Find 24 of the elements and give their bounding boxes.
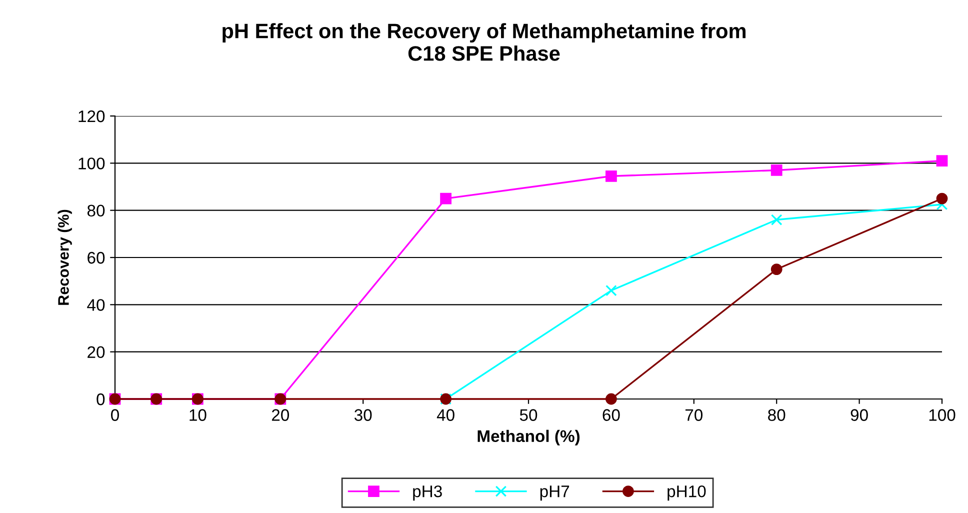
legend-label: pH10 xyxy=(668,485,706,501)
y-tick-label: 120 xyxy=(78,110,105,122)
x-tick-label: 20 xyxy=(272,409,290,421)
y-tick-label: 0 xyxy=(96,393,105,406)
y-axis-title: Recovery (%) xyxy=(58,210,72,305)
y-tick-label: 100 xyxy=(78,158,105,170)
x-tick-label: 50 xyxy=(520,409,538,421)
x-tick-label: 100 xyxy=(929,409,956,421)
x-tick-label: 10 xyxy=(190,409,206,421)
x-tick-label: 60 xyxy=(602,409,620,421)
chart-title: pH Effect on the Recovery of Methamphetamine from C18 SPE Phase xyxy=(222,23,746,61)
x-tick-label: 80 xyxy=(768,409,786,421)
legend-label: pH7 xyxy=(540,486,570,501)
x-tick-label: 30 xyxy=(354,409,372,421)
x-axis-title: Methanol (%) xyxy=(478,430,580,446)
y-tick-label: 40 xyxy=(87,299,105,311)
x-tick-label: 90 xyxy=(850,409,868,421)
legend-label: pH3 xyxy=(413,485,442,501)
y-tick-label: 80 xyxy=(87,204,105,217)
y-tick-label: 20 xyxy=(88,346,105,358)
x-tick-label: 70 xyxy=(685,409,703,421)
y-tick-label: 60 xyxy=(88,252,105,264)
x-tick-label: 0 xyxy=(111,409,119,421)
x-tick-label: 40 xyxy=(436,409,454,421)
